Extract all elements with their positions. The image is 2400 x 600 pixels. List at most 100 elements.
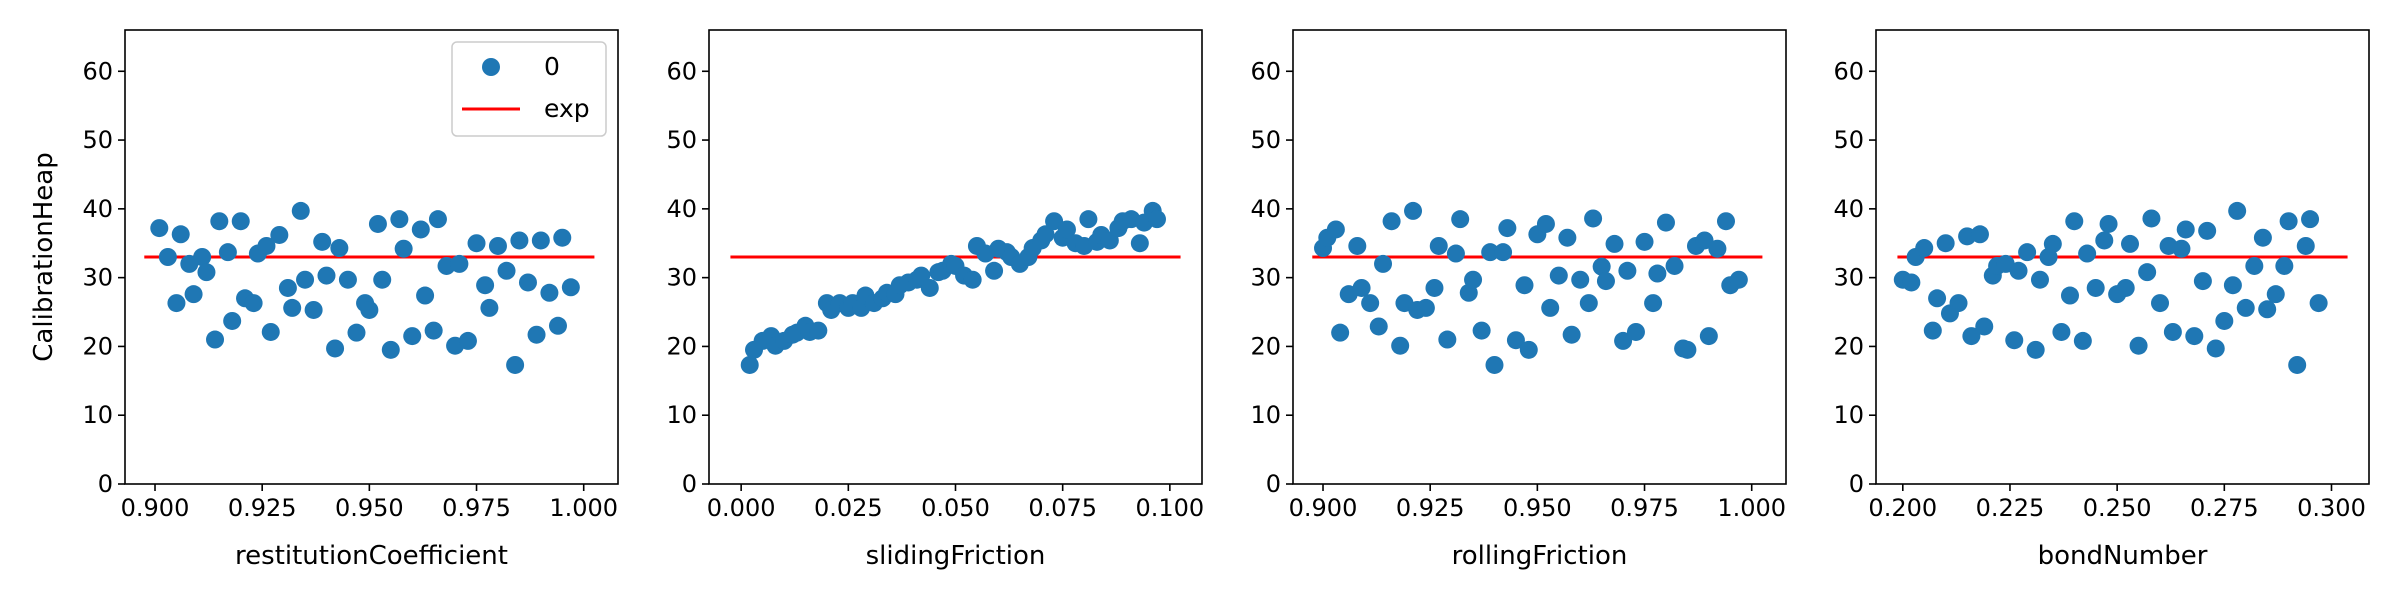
y-tick-label: 10 — [82, 401, 113, 429]
data-point — [506, 355, 525, 374]
data-point — [411, 220, 430, 239]
data-point — [1429, 236, 1448, 255]
data-point — [304, 300, 323, 319]
data-point — [223, 311, 242, 330]
y-tick-label: 20 — [82, 332, 113, 360]
data-point — [1352, 278, 1371, 297]
data-point — [1975, 317, 1994, 336]
data-point — [2228, 201, 2247, 220]
data-point — [1949, 294, 1968, 313]
y-tick-label: 50 — [1250, 126, 1281, 154]
data-point — [394, 239, 413, 258]
data-point — [373, 270, 392, 289]
x-tick-label: 0.200 — [1868, 494, 1937, 522]
y-tick-label: 60 — [666, 57, 697, 85]
data-point — [1678, 340, 1697, 359]
axes-frame — [1292, 29, 1787, 485]
data-point — [2163, 322, 2182, 341]
data-point — [488, 236, 507, 255]
y-axis-label: CalibrationHeap — [29, 152, 59, 361]
data-point — [1404, 201, 1423, 220]
x-tick-label: 0.950 — [335, 494, 404, 522]
data-point — [2052, 322, 2071, 341]
data-point — [1451, 210, 1470, 229]
data-point — [167, 294, 186, 313]
data-point — [2253, 228, 2272, 247]
x-tick-label: 0.075 — [1028, 494, 1097, 522]
legend: 0 exp — [451, 41, 607, 137]
data-point — [561, 278, 580, 297]
data-point — [1481, 243, 1500, 262]
data-point — [1472, 321, 1491, 340]
data-point — [2043, 234, 2062, 253]
data-point — [2009, 261, 2028, 280]
y-tick-label: 0 — [1849, 470, 1864, 498]
data-point — [206, 330, 225, 349]
x-tick-label: 0.925 — [228, 494, 297, 522]
data-point — [1541, 298, 1560, 317]
data-point — [2176, 220, 2195, 239]
data-point — [428, 210, 447, 229]
data-point — [381, 340, 400, 359]
y-tick-label: 40 — [1250, 195, 1281, 223]
x-tick-label: 0.100 — [1135, 494, 1204, 522]
data-point — [2266, 285, 2285, 304]
data-point — [1057, 220, 1076, 239]
data-point — [244, 294, 263, 313]
data-point — [338, 270, 357, 289]
data-point — [553, 228, 572, 247]
data-point — [540, 283, 559, 302]
data-point — [1928, 289, 1947, 308]
data-point — [2026, 340, 2045, 359]
data-point — [270, 225, 289, 244]
data-point — [150, 219, 169, 238]
data-point — [2005, 331, 2024, 350]
data-point — [2193, 272, 2212, 291]
data-point — [2142, 209, 2161, 228]
data-point — [1549, 266, 1568, 285]
data-point — [2275, 256, 2294, 275]
y-tick-label: 10 — [1833, 401, 1864, 429]
y-tick-label: 10 — [666, 401, 697, 429]
data-point — [231, 212, 250, 231]
data-point — [2172, 239, 2191, 258]
data-point — [1036, 225, 1055, 244]
data-point — [1485, 355, 1504, 374]
data-point — [283, 298, 302, 317]
data-point — [1648, 264, 1667, 283]
data-point — [424, 321, 443, 340]
y-tick-label: 60 — [1250, 57, 1281, 85]
data-point — [480, 298, 499, 317]
data-point — [2279, 212, 2298, 231]
data-point — [1506, 331, 1525, 350]
x-tick-label: 0.950 — [1503, 494, 1572, 522]
data-point — [403, 327, 422, 346]
data-point — [1656, 213, 1675, 232]
data-point — [1902, 273, 1921, 292]
legend-label: 0 — [544, 52, 560, 81]
x-tick-label: 0.025 — [814, 494, 883, 522]
data-point — [1464, 270, 1483, 289]
data-point — [2258, 300, 2277, 319]
data-point — [360, 300, 379, 319]
data-point — [1915, 239, 1934, 258]
data-point — [2215, 311, 2234, 330]
data-point — [2129, 336, 2148, 355]
data-point — [2018, 243, 2037, 262]
data-point — [963, 270, 982, 289]
data-point — [1605, 234, 1624, 253]
y-tick-label: 50 — [1833, 126, 1864, 154]
data-point — [1326, 220, 1345, 239]
data-point — [2060, 286, 2079, 305]
data-point — [518, 273, 537, 292]
x-tick-label: 0.050 — [921, 494, 990, 522]
data-point — [1936, 234, 1955, 253]
y-tick-label: 30 — [1833, 264, 1864, 292]
x-axis-label: slidingFriction — [866, 541, 1046, 571]
data-point — [1644, 294, 1663, 313]
data-point — [1361, 294, 1380, 313]
data-point — [2073, 331, 2092, 350]
data-point — [2095, 231, 2114, 250]
data-point — [2138, 263, 2157, 282]
